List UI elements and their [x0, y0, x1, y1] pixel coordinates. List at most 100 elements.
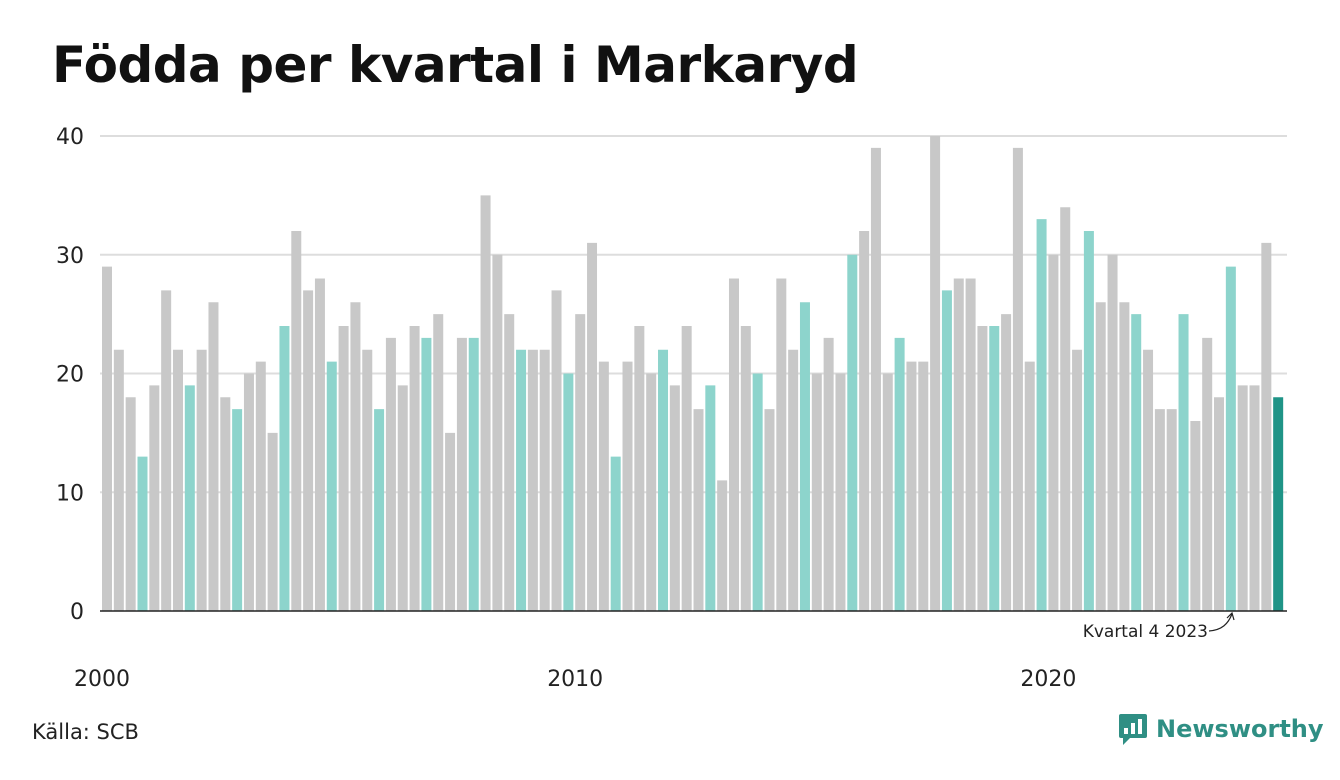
brand: Newsworthy	[1118, 712, 1324, 746]
bar	[445, 432, 456, 612]
bar	[598, 361, 609, 612]
bar	[184, 385, 195, 612]
latest-annotation-label: Kvartal 4 2023	[1083, 622, 1208, 642]
bar	[1190, 421, 1201, 611]
bar	[1214, 397, 1225, 611]
bar	[658, 349, 669, 611]
bar	[161, 290, 172, 612]
bar	[492, 254, 503, 611]
bar	[587, 242, 598, 612]
source-note: Källa: SCB	[32, 720, 139, 744]
bar	[1036, 219, 1047, 612]
bar	[799, 302, 810, 611]
y-tick-label: 40	[56, 125, 84, 150]
bar	[1178, 314, 1189, 612]
bar	[1166, 409, 1177, 612]
bar	[882, 373, 893, 611]
bar	[870, 147, 881, 612]
bar	[835, 373, 846, 611]
newsworthy-logo-icon	[1119, 714, 1147, 745]
y-tick-label: 10	[56, 481, 84, 506]
bar	[208, 302, 219, 611]
bar	[811, 373, 822, 611]
x-tick-label: 2000	[74, 667, 130, 692]
bar	[433, 314, 444, 612]
bar-chart: 0 10 20 30 40 2000 2010 2020 Kvartal 4 2023	[56, 125, 1287, 692]
bar	[468, 337, 479, 612]
annotation-arrowhead-icon	[1226, 611, 1235, 621]
bar	[1249, 385, 1260, 612]
bar	[1131, 314, 1142, 612]
bar	[1060, 207, 1071, 611]
bar	[125, 397, 136, 611]
bar	[350, 302, 361, 611]
bar	[326, 361, 337, 612]
bar	[374, 409, 385, 612]
bar	[1202, 337, 1213, 612]
x-tick-label: 2010	[547, 667, 603, 692]
x-axis-ticks: 2000 2010 2020	[74, 667, 1076, 692]
bar	[669, 385, 680, 612]
brand-name: Newsworthy	[1156, 715, 1324, 743]
bar	[610, 456, 621, 612]
bar	[1225, 266, 1236, 612]
bar	[1107, 254, 1118, 611]
bar	[385, 337, 396, 612]
bar	[823, 337, 834, 612]
bar	[859, 231, 870, 611]
bar	[362, 349, 373, 611]
bar	[338, 326, 349, 611]
bar	[149, 385, 160, 612]
bar	[1012, 147, 1023, 612]
latest-annotation: Kvartal 4 2023	[1083, 611, 1235, 642]
bar	[930, 136, 941, 611]
bars	[102, 136, 1284, 612]
bar	[788, 349, 799, 611]
bar	[504, 314, 515, 612]
bar	[776, 278, 787, 611]
bar	[551, 290, 562, 612]
bar	[1095, 302, 1106, 611]
bar	[1001, 314, 1012, 612]
bar	[918, 361, 929, 612]
bar	[989, 326, 1000, 611]
bar	[575, 314, 586, 612]
bar	[1119, 302, 1130, 611]
x-tick-label: 2020	[1020, 667, 1076, 692]
annotation-arrow-icon	[1208, 613, 1233, 632]
bar	[681, 326, 692, 611]
bar	[705, 385, 716, 612]
bar	[764, 409, 775, 612]
bar	[243, 373, 254, 611]
bar	[291, 231, 302, 611]
bar	[113, 349, 124, 611]
bar	[516, 349, 527, 611]
bar	[456, 337, 467, 612]
bar	[421, 337, 432, 612]
bar	[693, 409, 704, 612]
bar	[1237, 385, 1248, 612]
bar	[172, 349, 183, 611]
bar	[539, 349, 550, 611]
y-tick-label: 0	[70, 600, 84, 625]
bar	[232, 409, 243, 612]
y-axis-ticks: 0 10 20 30 40	[56, 125, 84, 625]
chart-title: Födda per kvartal i Markaryd	[52, 36, 859, 94]
bar	[255, 361, 266, 612]
bar	[303, 290, 314, 612]
bar	[397, 385, 408, 612]
bar	[1024, 361, 1035, 612]
bar	[1261, 242, 1272, 612]
bar	[1048, 254, 1059, 611]
bar	[102, 266, 112, 612]
bar	[977, 326, 988, 611]
bar	[314, 278, 325, 611]
bar	[728, 278, 739, 611]
bar	[480, 195, 491, 612]
bar	[894, 337, 905, 612]
bar	[409, 326, 420, 611]
bar	[1072, 349, 1083, 611]
bar	[1273, 397, 1284, 611]
bar	[646, 373, 657, 611]
bar	[1143, 349, 1154, 611]
